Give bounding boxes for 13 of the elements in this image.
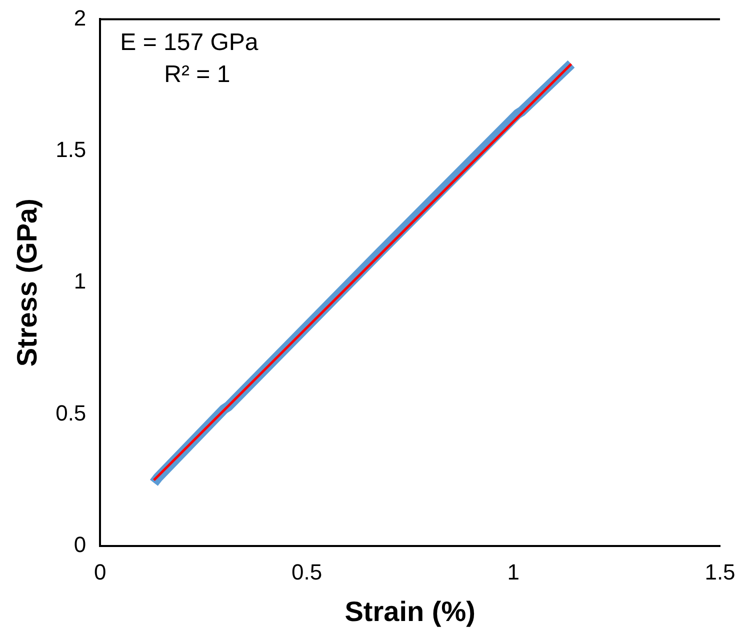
y-axis-title: Stress (GPa) — [12, 198, 43, 367]
y-tick-label: 2 — [74, 5, 86, 30]
y-tick-label: 1.5 — [56, 136, 86, 162]
annotation: R² = 1 — [164, 60, 230, 88]
y-tick-label: 1 — [74, 268, 86, 294]
x-tick-label: 1.5 — [704, 559, 736, 584]
y-tick-label: 0.5 — [56, 400, 86, 426]
annotation: E = 157 GPa — [120, 28, 259, 56]
x-axis-title: Strain (%) — [344, 596, 476, 627]
x-tick-label: 0.5 — [291, 559, 322, 584]
x-tick-label: 1 — [507, 559, 520, 584]
x-tick-label: 0 — [94, 559, 106, 584]
y-tick-label: 0 — [74, 532, 86, 558]
